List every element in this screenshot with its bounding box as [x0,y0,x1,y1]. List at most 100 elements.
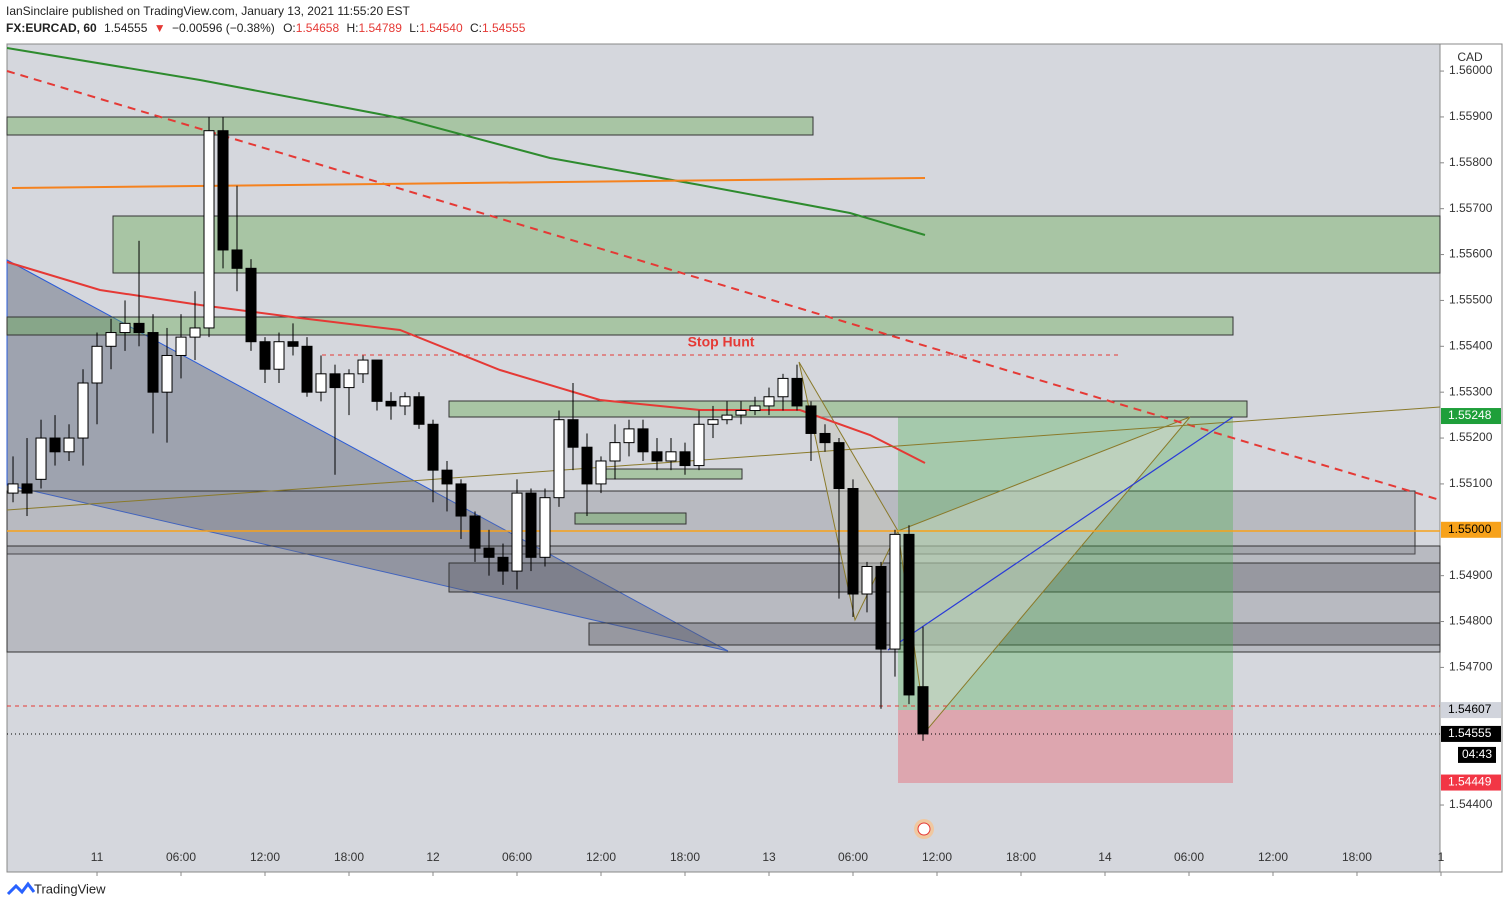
header-row: FX:EURCAD, 60 1.54555 ▼ −0.00596 (−0.38%… [6,21,526,35]
candle-body [49,437,61,453]
candle-body [231,249,243,269]
h-label: H: [347,21,359,35]
candle-body [189,327,201,338]
candle-body [763,396,775,407]
candle-body [175,336,187,356]
x-tick-label: 18:00 [670,850,700,864]
candle-body [581,446,593,485]
l: 1.54540 [419,21,463,35]
price-badge-label: 1.54449 [1448,775,1492,789]
candle-body [483,547,495,558]
y-tick-label: 1.55900 [1449,109,1493,123]
y-tick-label: 1.55300 [1449,384,1493,398]
y-tick-label: 1.55200 [1449,430,1493,444]
y-tick-label: 1.55800 [1449,155,1493,169]
o: 1.54658 [296,21,340,35]
zone [6,316,1234,336]
price-badge [1441,702,1501,719]
candle-body [665,451,677,462]
price-badge-label: 1.55000 [1448,522,1492,536]
candle-body [791,377,803,407]
c-label: C: [470,21,482,35]
zone [6,490,1416,555]
x-tick-label: 06:00 [166,850,196,864]
trend-line [6,70,1441,501]
candle-body [287,341,299,347]
candle-body [357,359,369,375]
x-tick-label: 13 [762,850,776,864]
candle-body [693,423,705,467]
zone [112,215,1441,274]
candle-body [833,442,845,490]
candle-body [861,565,873,595]
candle-body [315,373,327,393]
candle-body [749,405,761,412]
candle-body [91,345,103,384]
candle-body [133,322,145,334]
event-icon-flag [917,822,931,836]
moving-average [11,177,926,189]
x-tick-label: 12:00 [1258,850,1288,864]
candle-body [21,483,33,494]
zone [448,562,1441,593]
x-tick-label: 1 [1438,850,1445,864]
y-tick-label: 1.55700 [1449,201,1493,215]
candle-body [525,492,537,558]
candle-body [7,483,19,494]
candle-body [455,483,467,517]
c: 1.54555 [482,21,526,35]
candle-body [469,515,481,549]
candle-body [567,419,579,448]
x-tick-label: 18:00 [334,850,364,864]
logo [6,881,36,896]
candle-body [707,419,719,425]
moving-average [6,47,926,236]
candle-body [413,396,425,425]
candle-body [119,322,131,334]
candle-body [273,341,285,370]
annotation: Stop Hunt [688,334,755,350]
candle-body [819,432,831,444]
price-badge [1441,408,1501,425]
x-tick-label: 18:00 [1006,850,1036,864]
x-tick-label: 12 [426,850,440,864]
stop-zone [898,710,1233,783]
candle-body [301,345,313,393]
candle-body [805,405,817,434]
x-tick-label: 06:00 [502,850,532,864]
candle-body [441,469,453,485]
candle-body [427,423,439,471]
symbol: FX:EURCAD, 60 [6,21,97,35]
x-tick-label: 12:00 [586,850,616,864]
candle-body [609,442,621,462]
price-badge [1441,521,1501,538]
candle-body [371,359,383,402]
y-tick-label: 1.54700 [1449,660,1493,674]
price-badge-label: 1.54607 [1448,702,1492,716]
candle-body [721,414,733,421]
candle-body [651,451,663,462]
brand: TradingView [34,881,106,896]
candle-body [385,400,397,407]
candle-body [147,332,159,393]
y-tick-label: 1.54900 [1449,568,1493,582]
l-label: L: [409,21,419,35]
x-tick-label: 06:00 [1174,850,1204,864]
candle-body [847,488,859,595]
candle-body [497,556,509,572]
candle-body [217,130,229,251]
candle-body [35,437,47,480]
y-tick-label: 1.56000 [1449,63,1493,77]
x-tick-label: 12:00 [922,850,952,864]
candle-body [777,377,789,398]
currency: CAD [1457,50,1483,64]
candle-body [553,419,565,499]
candle-body [203,130,215,329]
y-tick-label: 1.54400 [1449,797,1493,811]
candle-body [329,373,341,389]
candle-body [399,396,411,407]
candle-body [875,565,887,650]
candle-body [539,497,551,558]
